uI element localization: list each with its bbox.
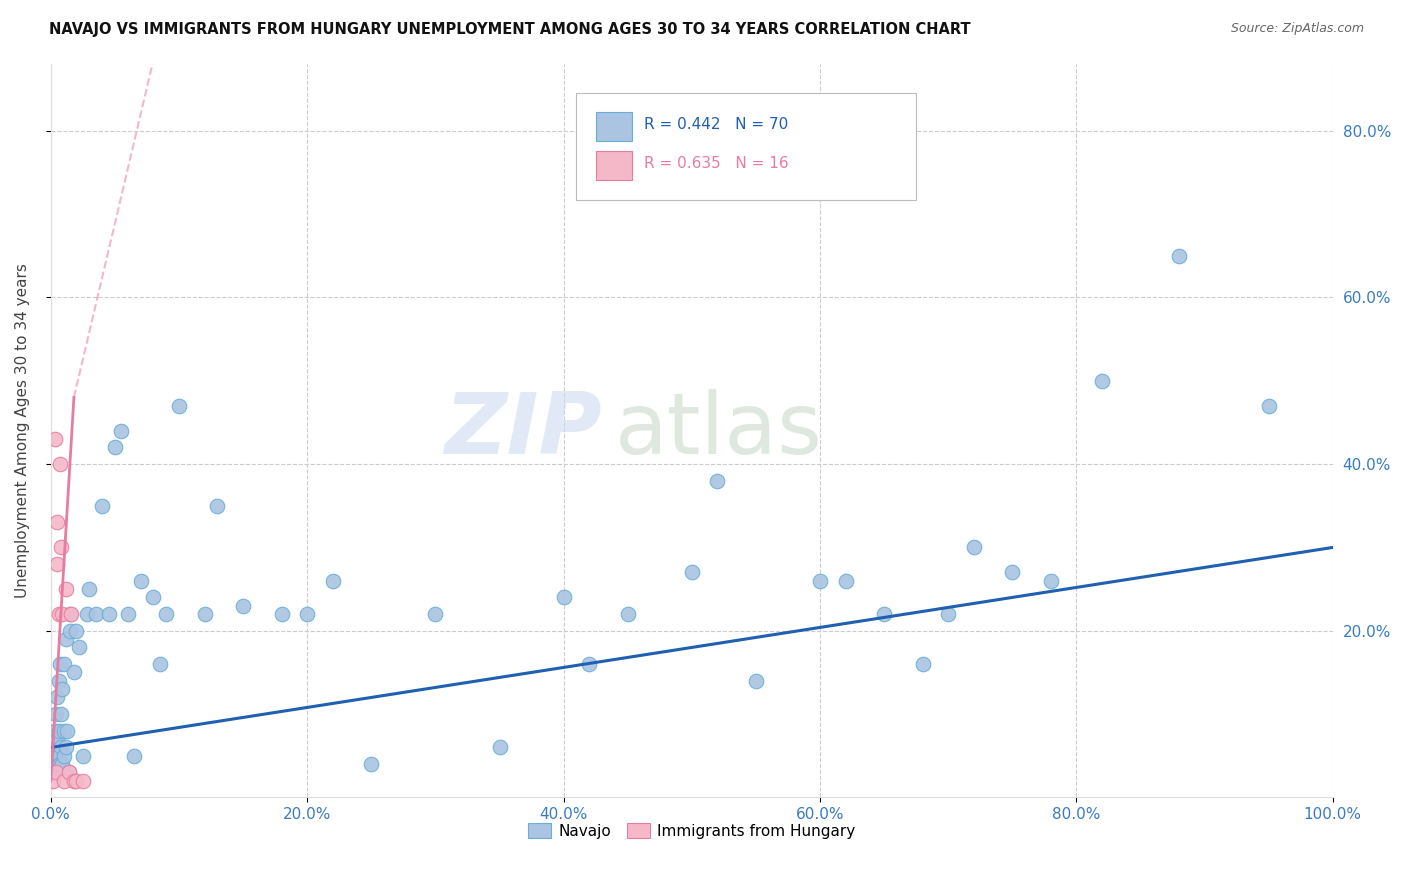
- Point: [46, 557, 69, 571]
- Point: [232, 599, 254, 613]
- Point: [58, 765, 80, 780]
- Point: [46, 732, 69, 747]
- Point: [72, 773, 94, 788]
- Point: [963, 541, 986, 555]
- Point: [45, 707, 67, 722]
- Point: [49, 457, 72, 471]
- Point: [322, 574, 344, 588]
- Point: [51, 757, 73, 772]
- Point: [149, 657, 172, 672]
- Point: [60, 607, 83, 621]
- Point: [55, 740, 77, 755]
- Point: [553, 591, 575, 605]
- Point: [578, 657, 600, 672]
- Point: [167, 399, 190, 413]
- Point: [84, 607, 107, 621]
- Point: [44, 748, 66, 763]
- Point: [52, 773, 75, 788]
- Point: [110, 424, 132, 438]
- Point: [49, 541, 72, 555]
- Point: [1091, 374, 1114, 388]
- Point: [45, 757, 67, 772]
- Point: [155, 607, 177, 621]
- Point: [873, 607, 896, 621]
- Point: [48, 673, 70, 688]
- Bar: [596, 112, 631, 141]
- Point: [76, 607, 98, 621]
- Point: [52, 748, 75, 763]
- Legend: Navajo, Immigrants from Hungary: Navajo, Immigrants from Hungary: [522, 816, 862, 845]
- Point: [91, 499, 114, 513]
- Point: [117, 607, 139, 621]
- Point: [46, 690, 69, 705]
- Text: atlas: atlas: [614, 389, 823, 472]
- Point: [122, 748, 145, 763]
- Point: [1257, 399, 1279, 413]
- Point: [63, 665, 86, 680]
- Point: [425, 607, 447, 621]
- Point: [44, 432, 66, 446]
- Point: [56, 723, 79, 738]
- Point: [42, 765, 65, 780]
- Point: [616, 607, 638, 621]
- Point: [488, 740, 510, 755]
- Point: [42, 773, 65, 788]
- Point: [297, 607, 319, 621]
- Point: [360, 757, 382, 772]
- Point: [55, 582, 77, 596]
- Point: [48, 607, 70, 621]
- Point: [1039, 574, 1062, 588]
- Point: [49, 657, 72, 672]
- Point: [911, 657, 934, 672]
- Point: [58, 765, 80, 780]
- Point: [142, 591, 165, 605]
- Point: [65, 624, 87, 638]
- Point: [48, 748, 70, 763]
- Point: [104, 441, 127, 455]
- FancyBboxPatch shape: [576, 94, 917, 200]
- Text: ZIP: ZIP: [444, 389, 602, 472]
- Y-axis label: Unemployment Among Ages 30 to 34 years: Unemployment Among Ages 30 to 34 years: [15, 263, 30, 599]
- Text: R = 0.442   N = 70: R = 0.442 N = 70: [644, 117, 789, 132]
- Text: R = 0.635   N = 16: R = 0.635 N = 16: [644, 156, 789, 171]
- Point: [49, 707, 72, 722]
- Point: [48, 723, 70, 738]
- Point: [194, 607, 217, 621]
- Text: NAVAJO VS IMMIGRANTS FROM HUNGARY UNEMPLOYMENT AMONG AGES 30 TO 34 YEARS CORRELA: NAVAJO VS IMMIGRANTS FROM HUNGARY UNEMPL…: [49, 22, 970, 37]
- Point: [45, 765, 67, 780]
- Point: [51, 682, 73, 697]
- Point: [65, 773, 87, 788]
- Point: [44, 723, 66, 738]
- Point: [745, 673, 768, 688]
- Point: [936, 607, 959, 621]
- Point: [1168, 249, 1191, 263]
- Point: [97, 607, 120, 621]
- Point: [72, 748, 94, 763]
- Point: [207, 499, 229, 513]
- Point: [270, 607, 292, 621]
- Point: [49, 757, 72, 772]
- Point: [834, 574, 856, 588]
- Point: [681, 566, 703, 580]
- Point: [59, 607, 82, 621]
- Point: [46, 516, 69, 530]
- Text: Source: ZipAtlas.com: Source: ZipAtlas.com: [1230, 22, 1364, 36]
- Point: [63, 773, 86, 788]
- Point: [129, 574, 152, 588]
- Point: [55, 632, 77, 646]
- Point: [51, 607, 73, 621]
- Point: [79, 582, 101, 596]
- Point: [67, 640, 90, 655]
- Point: [1001, 566, 1024, 580]
- Point: [46, 740, 69, 755]
- Point: [52, 723, 75, 738]
- Point: [52, 657, 75, 672]
- Bar: [596, 151, 631, 180]
- Point: [706, 474, 728, 488]
- Point: [49, 740, 72, 755]
- Point: [808, 574, 831, 588]
- Point: [59, 624, 82, 638]
